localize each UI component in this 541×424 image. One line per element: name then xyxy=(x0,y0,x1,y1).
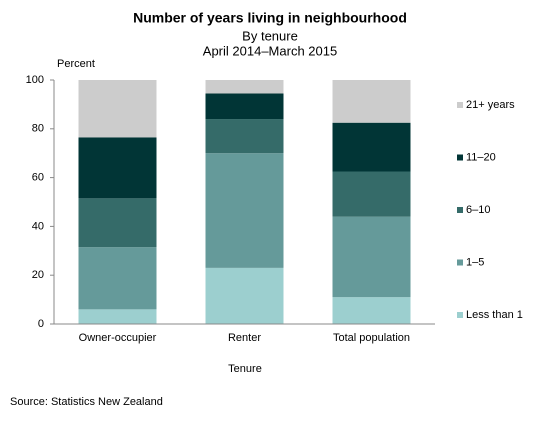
legend-label: 6–10 xyxy=(466,204,490,216)
y-axis-label: Percent xyxy=(57,58,95,70)
bar-segment xyxy=(78,198,157,248)
y-tick-label: 60 xyxy=(32,172,44,184)
bar-segment xyxy=(78,247,157,310)
legend-swatch xyxy=(457,259,463,266)
legend-swatch xyxy=(457,312,463,318)
bar-segment xyxy=(332,216,411,298)
legend-label: 21+ years xyxy=(466,99,515,111)
legend-label: 1–5 xyxy=(466,256,484,268)
y-tick-label: 0 xyxy=(38,318,44,330)
bar-segment xyxy=(332,122,411,172)
bar-segment xyxy=(205,267,284,324)
y-tick-label: 100 xyxy=(26,74,44,86)
chart-title: Number of years living in neighbourhood xyxy=(133,10,407,26)
source: Source: Statistics New Zealand xyxy=(10,396,163,408)
bar-segment xyxy=(78,80,157,138)
x-axis-label: Tenure xyxy=(228,363,262,375)
bar-segment xyxy=(78,309,157,324)
legend-swatch xyxy=(457,207,463,213)
x-tick-label: Renter xyxy=(228,332,261,344)
x-tick-label: Total population xyxy=(333,332,410,344)
chart-subtitle: By tenure xyxy=(242,28,298,43)
y-tick-label: 20 xyxy=(32,269,44,281)
legend-label: Less than 1 xyxy=(466,309,523,321)
legend-swatch xyxy=(457,102,463,108)
legend-swatch xyxy=(457,154,463,161)
bar-segment xyxy=(205,119,284,154)
bar-segment xyxy=(332,171,411,217)
chart-period: April 2014–March 2015 xyxy=(203,43,337,58)
bar-segment xyxy=(205,80,284,94)
bar-segment xyxy=(332,297,411,324)
legend-label: 11–20 xyxy=(466,151,496,163)
y-tick-label: 40 xyxy=(32,220,44,232)
bar-segment xyxy=(332,80,411,123)
y-tick-label: 80 xyxy=(32,123,44,135)
bar-segment xyxy=(205,93,284,120)
bar-segment xyxy=(78,137,157,199)
bar-segment xyxy=(205,153,284,268)
x-tick-label: Owner-occupier xyxy=(79,332,157,344)
